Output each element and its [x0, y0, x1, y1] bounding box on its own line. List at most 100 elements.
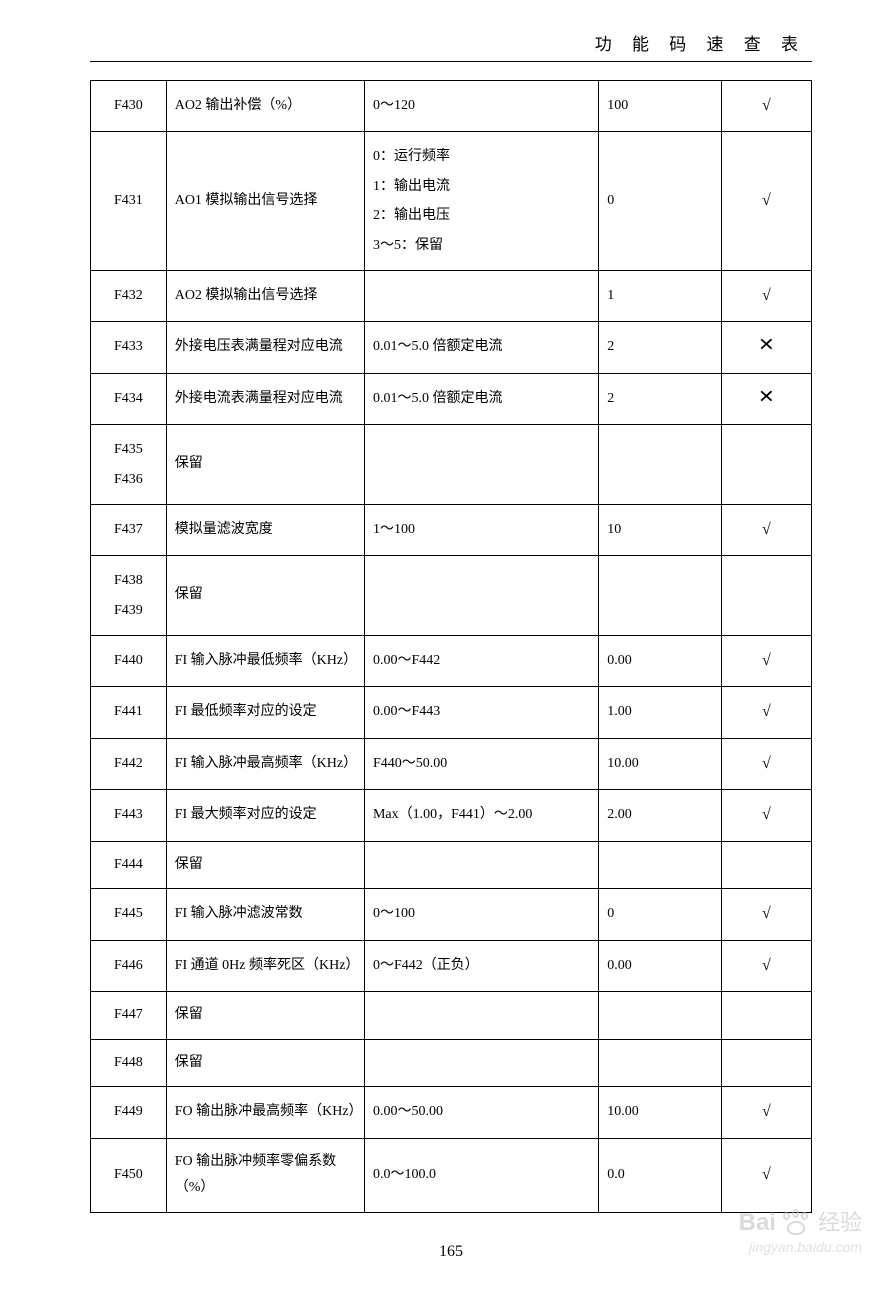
default-cell: 0.00	[599, 636, 722, 687]
mark-cell	[721, 992, 811, 1040]
mark-cell: √	[721, 81, 811, 132]
name-cell: FI 最大频率对应的设定	[166, 790, 364, 841]
name-cell: FO 输出脉冲频率零偏系数（%）	[166, 1138, 364, 1212]
default-cell: 10	[599, 504, 722, 555]
name-cell: FI 输入脉冲滤波常数	[166, 889, 364, 940]
code-cell: F447	[91, 992, 167, 1040]
default-cell	[599, 992, 722, 1040]
mark-cell: √	[721, 1138, 811, 1212]
range-cell: F440～50.00	[364, 738, 598, 789]
table-row: F433外接电压表满量程对应电流0.01～5.0 倍额定电流2✕	[91, 322, 812, 373]
code-cell: F445	[91, 889, 167, 940]
default-cell	[599, 556, 722, 636]
default-cell: 1.00	[599, 687, 722, 738]
mark-cell: √	[721, 738, 811, 789]
code-cell: F431	[91, 132, 167, 271]
mark-cell: √	[721, 132, 811, 271]
default-cell: 0.00	[599, 940, 722, 991]
watermark-brand-cn: 经验	[818, 1205, 862, 1237]
name-cell: AO2 输出补偿（%）	[166, 81, 364, 132]
range-cell: 0.00～50.00	[364, 1087, 598, 1138]
default-cell: 1	[599, 270, 722, 321]
name-cell: 外接电压表满量程对应电流	[166, 322, 364, 373]
table-row: F431AO1 模拟输出信号选择0：运行频率 1：输出电流 2：输出电压 3～5…	[91, 132, 812, 271]
name-cell: FO 输出脉冲最高频率（KHz）	[166, 1087, 364, 1138]
code-cell: F444	[91, 841, 167, 889]
code-cell: F433	[91, 322, 167, 373]
range-cell: 0.00～F443	[364, 687, 598, 738]
default-cell: 100	[599, 81, 722, 132]
mark-cell: ✕	[721, 322, 811, 373]
code-cell: F438 F439	[91, 556, 167, 636]
code-cell: F448	[91, 1039, 167, 1087]
code-cell: F449	[91, 1087, 167, 1138]
default-cell: 2	[599, 373, 722, 424]
range-cell: 0～120	[364, 81, 598, 132]
table-row: F448保留	[91, 1039, 812, 1087]
code-cell: F440	[91, 636, 167, 687]
default-cell: 0	[599, 132, 722, 271]
table-row: F435 F436保留	[91, 425, 812, 505]
table-row: F440FI 输入脉冲最低频率（KHz）0.00～F4420.00√	[91, 636, 812, 687]
name-cell: 保留	[166, 1039, 364, 1087]
name-cell: 保留	[166, 425, 364, 505]
code-cell: F442	[91, 738, 167, 789]
range-cell: 0～100	[364, 889, 598, 940]
mark-cell	[721, 556, 811, 636]
name-cell: AO2 模拟输出信号选择	[166, 270, 364, 321]
range-cell	[364, 1039, 598, 1087]
range-cell	[364, 992, 598, 1040]
code-cell: F435 F436	[91, 425, 167, 505]
table-row: F434外接电流表满量程对应电流0.01～5.0 倍额定电流2✕	[91, 373, 812, 424]
range-cell	[364, 270, 598, 321]
range-cell: Max（1.00，F441）～2.00	[364, 790, 598, 841]
default-cell: 0.0	[599, 1138, 722, 1212]
name-cell: FI 输入脉冲最低频率（KHz）	[166, 636, 364, 687]
name-cell: FI 最低频率对应的设定	[166, 687, 364, 738]
x-icon: ✕	[758, 388, 775, 406]
table-row: F447保留	[91, 992, 812, 1040]
range-cell: 0.00～F442	[364, 636, 598, 687]
range-cell: 0.0～100.0	[364, 1138, 598, 1212]
code-cell: F443	[91, 790, 167, 841]
default-cell: 10.00	[599, 738, 722, 789]
function-code-table: F430AO2 输出补偿（%）0～120100√F431AO1 模拟输出信号选择…	[90, 80, 812, 1213]
range-cell: 0.01～5.0 倍额定电流	[364, 322, 598, 373]
table-row: F450FO 输出脉冲频率零偏系数（%）0.0～100.00.0√	[91, 1138, 812, 1212]
name-cell: 保留	[166, 556, 364, 636]
code-cell: F441	[91, 687, 167, 738]
watermark-url: jingyan.baidu.com	[739, 1239, 862, 1255]
name-cell: 模拟量滤波宽度	[166, 504, 364, 555]
mark-cell: ✕	[721, 373, 811, 424]
range-cell: 0：运行频率 1：输出电流 2：输出电压 3～5：保留	[364, 132, 598, 271]
table-row: F442FI 输入脉冲最高频率（KHz）F440～50.0010.00√	[91, 738, 812, 789]
range-cell: 1～100	[364, 504, 598, 555]
name-cell: 保留	[166, 841, 364, 889]
table-row: F444保留	[91, 841, 812, 889]
default-cell: 10.00	[599, 1087, 722, 1138]
default-cell	[599, 425, 722, 505]
code-cell: F437	[91, 504, 167, 555]
default-cell	[599, 841, 722, 889]
page-header-title: 功 能 码 速 查 表	[90, 30, 812, 55]
header-rule	[90, 61, 812, 62]
table-row: F446FI 通道 0Hz 频率死区（KHz）0～F442（正负）0.00√	[91, 940, 812, 991]
mark-cell: √	[721, 504, 811, 555]
code-cell: F432	[91, 270, 167, 321]
name-cell: AO1 模拟输出信号选择	[166, 132, 364, 271]
page-number: 165	[90, 1243, 812, 1261]
mark-cell: √	[721, 889, 811, 940]
table-row: F438 F439保留	[91, 556, 812, 636]
mark-cell: √	[721, 1087, 811, 1138]
default-cell: 0	[599, 889, 722, 940]
range-cell	[364, 425, 598, 505]
table-row: F430AO2 输出补偿（%）0～120100√	[91, 81, 812, 132]
x-icon: ✕	[758, 336, 775, 354]
range-cell	[364, 841, 598, 889]
name-cell: 外接电流表满量程对应电流	[166, 373, 364, 424]
range-cell: 0.01～5.0 倍额定电流	[364, 373, 598, 424]
mark-cell: √	[721, 636, 811, 687]
paw-icon	[780, 1209, 814, 1237]
table-row: F449FO 输出脉冲最高频率（KHz）0.00～50.0010.00√	[91, 1087, 812, 1138]
range-cell	[364, 556, 598, 636]
